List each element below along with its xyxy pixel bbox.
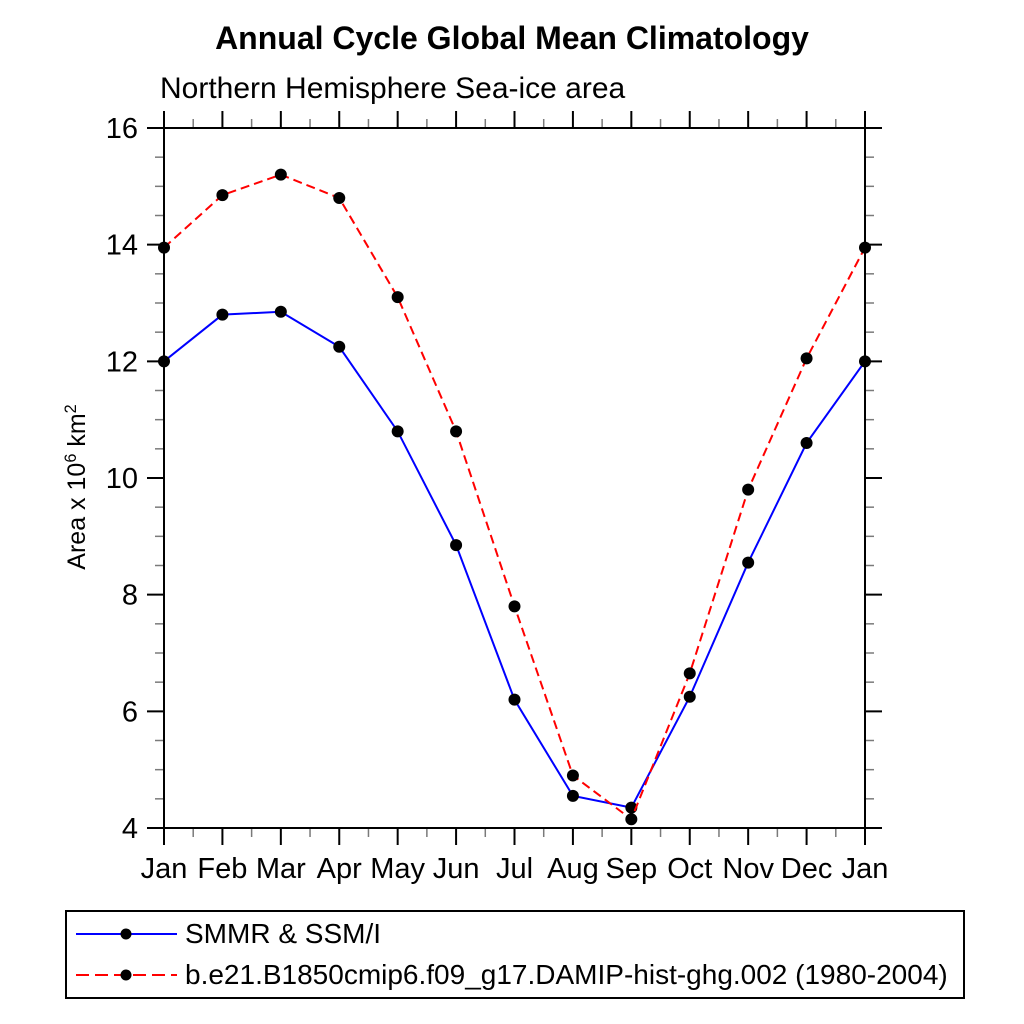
legend-label-observations: SMMR & SSM/I [185,917,382,949]
data-point-marker [274,168,287,181]
y-tick-label: 16 [106,113,138,145]
plot-frame [163,127,866,829]
data-point-marker [683,690,696,703]
data-point-marker [859,241,871,254]
series-0 [158,305,871,814]
axis-minor-ticks [155,119,874,837]
x-axis-ticks [163,111,866,845]
y-axis-ticks [147,127,882,829]
data-point-marker [158,355,170,368]
data-point-marker [333,340,346,353]
y-tick-label: 4 [122,813,138,845]
data-point-marker [859,355,871,368]
legend-line-sample-dashed [76,969,177,981]
data-point-marker [216,189,229,202]
series-line-1 [163,173,866,821]
data-point-marker [391,291,404,304]
x-tick-label: Oct [667,853,712,885]
series-1 [158,168,871,826]
data-point-marker [566,789,579,802]
data-point-marker [683,667,696,680]
data-point-marker [391,425,404,438]
data-point-marker [742,483,755,496]
chart-subtitle: Northern Hemisphere Sea-ice area [160,72,626,105]
x-tick-label: Mar [256,853,306,885]
data-point-marker [333,192,346,204]
x-tick-label: Jan [842,853,889,885]
legend-line-sample-solid [76,928,177,940]
data-point-marker [158,241,170,254]
legend: SMMR & SSM/I b.e21.B1850cmip6.f09_g17.DA… [65,910,965,999]
x-tick-labels: Jan Feb Mar Apr May Jun Jul Aug Sep Oct Nov Dec Jan [141,853,889,885]
data-point-marker [508,693,521,706]
chart-title: Annual Cycle Global Mean Climatology [215,20,809,56]
data-point-marker [566,769,579,782]
data-point-marker [216,308,229,321]
y-tick-label: 10 [106,463,138,495]
data-point-marker [800,437,813,449]
y-tick-labels: 4 6 8 10 12 14 16 [106,113,138,845]
x-tick-label: Jun [433,853,480,885]
data-point-marker [450,425,463,438]
x-tick-label: May [370,853,425,885]
legend-marker-dot [120,969,132,981]
data-point-marker [800,352,813,365]
series-line-0 [163,310,866,809]
legend-item-model: b.e21.B1850cmip6.f09_g17.DAMIP-hist-ghg.… [75,955,963,995]
legend-item-observations: SMMR & SSM/I [75,914,963,954]
x-tick-label: Aug [547,853,599,885]
y-tick-label: 8 [122,580,138,612]
x-tick-label: Nov [722,853,774,885]
y-tick-label: 12 [106,346,138,378]
legend-marker-dot [120,928,132,940]
data-point-marker [450,539,463,552]
data-point-marker [625,813,638,826]
x-tick-label: Dec [781,853,833,885]
x-tick-label: Apr [317,853,362,885]
x-tick-label: Feb [197,853,247,885]
x-tick-label: Sep [606,853,658,885]
data-point-marker [274,305,287,318]
x-tick-label: Jul [496,853,533,885]
x-tick-label: Jan [141,853,188,885]
y-tick-label: 14 [106,230,138,262]
data-point-marker [742,556,755,569]
y-tick-label: 6 [122,696,138,728]
data-point-marker [508,600,521,613]
legend-label-model: b.e21.B1850cmip6.f09_g17.DAMIP-hist-ghg.… [185,959,948,991]
